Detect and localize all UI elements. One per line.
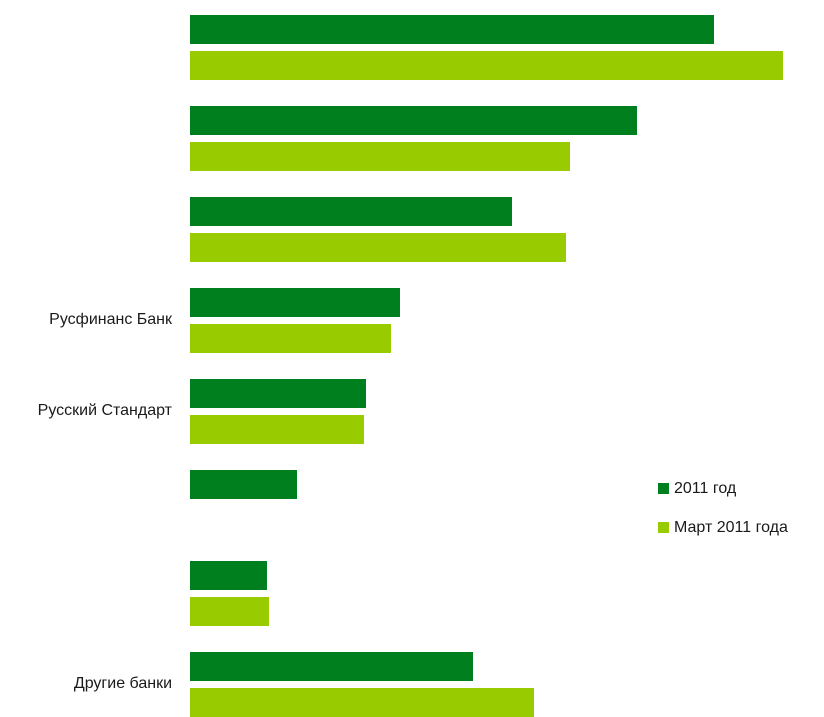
legend: 2011 год Март 2011 года	[658, 480, 788, 536]
bar-series-2-category-3	[190, 233, 566, 262]
bar-series-1-category-2	[190, 106, 637, 135]
bar-series-1-category-4	[190, 288, 400, 317]
bar-series-1-category-1	[190, 15, 714, 44]
bar-series-2-category-1	[190, 51, 783, 80]
category-label: Русфинанс Банк	[49, 311, 173, 328]
bar-series-1-category-7	[190, 561, 267, 590]
bars-group	[190, 15, 783, 717]
category-label: Другие банки	[74, 675, 172, 692]
bar-series-2-category-8	[190, 688, 534, 717]
bar-series-1-category-8	[190, 652, 473, 681]
bar-series-2-category-5	[190, 415, 364, 444]
bar-series-2-category-2	[190, 142, 570, 171]
bar-series-1-category-6	[190, 470, 297, 499]
bar-series-2-category-7	[190, 597, 269, 626]
legend-label-series-2: Март 2011 года	[674, 519, 788, 536]
bar-series-1-category-3	[190, 197, 512, 226]
category-labels-group: Русфинанс Банк Русский Стандарт Другие бан…	[38, 311, 173, 692]
bar-series-2-category-4	[190, 324, 391, 353]
category-label: Русский Стандарт	[38, 402, 173, 419]
legend-swatch-series-2	[658, 522, 669, 533]
legend-swatch-series-1	[658, 483, 669, 494]
legend-label-series-1: 2011 год	[674, 480, 737, 497]
bar-series-1-category-5	[190, 379, 366, 408]
